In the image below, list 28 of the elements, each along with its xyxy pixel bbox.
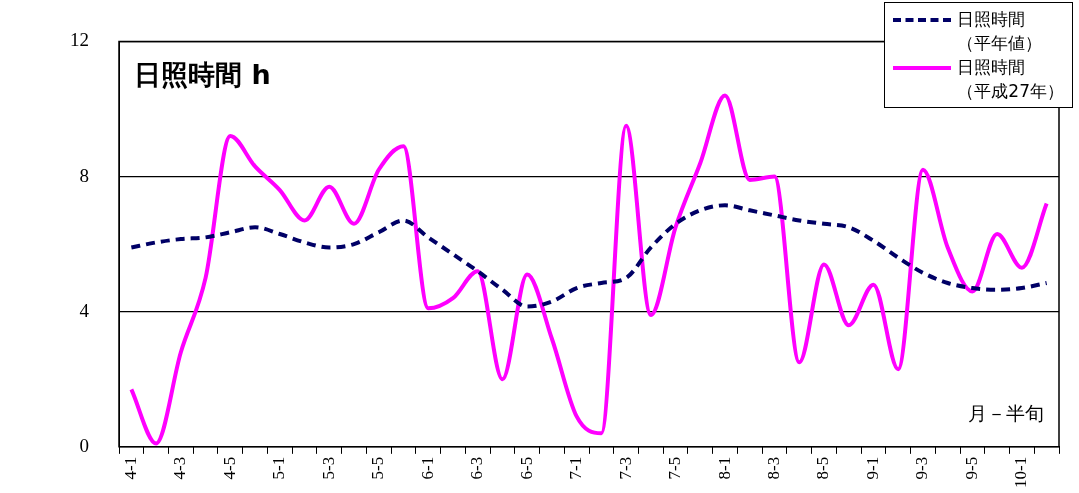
y-tick-label: 12	[70, 29, 89, 51]
legend-label: 日照時間（平年値）	[957, 8, 1043, 55]
x-tick-label: 6-3	[467, 456, 487, 480]
x-tick-label: 8-1	[714, 456, 734, 480]
text: 日照時間 h	[134, 58, 271, 90]
x-tick-label: 5-5	[368, 456, 388, 480]
x-tick-label: 7-1	[566, 456, 586, 480]
x-tick-label: 8-3	[764, 456, 783, 480]
x-tick-label: 10-1	[1011, 456, 1031, 489]
line-series	[129, 203, 1049, 309]
x-tick-label: 4-3	[170, 456, 190, 480]
x-tick-label: 6-5	[516, 456, 536, 480]
x-tick-label: 5-1	[269, 456, 289, 480]
x-tick-label: 7-5	[665, 456, 685, 480]
x-tick-label: 7-3	[615, 456, 635, 480]
x-tick-label: 4-5	[219, 456, 239, 480]
x-tick-label: 9-5	[961, 456, 981, 480]
x-tick-label: 9-3	[912, 456, 932, 480]
y-tick-label: 0	[79, 434, 89, 456]
x-tick-label: 8-5	[813, 456, 833, 480]
y-tick-label: 8	[79, 164, 89, 186]
x-tick-label: 9-1	[862, 456, 882, 480]
legend-label: 日照時間（平成27年）	[957, 56, 1064, 103]
x-tick-label: 6-1	[417, 456, 437, 480]
x-tick-label: 4-1	[120, 456, 140, 480]
x-tick-label: 5-3	[318, 456, 338, 480]
y-tick-label: 4	[79, 299, 90, 321]
annotation: 月－半旬	[968, 402, 1044, 425]
